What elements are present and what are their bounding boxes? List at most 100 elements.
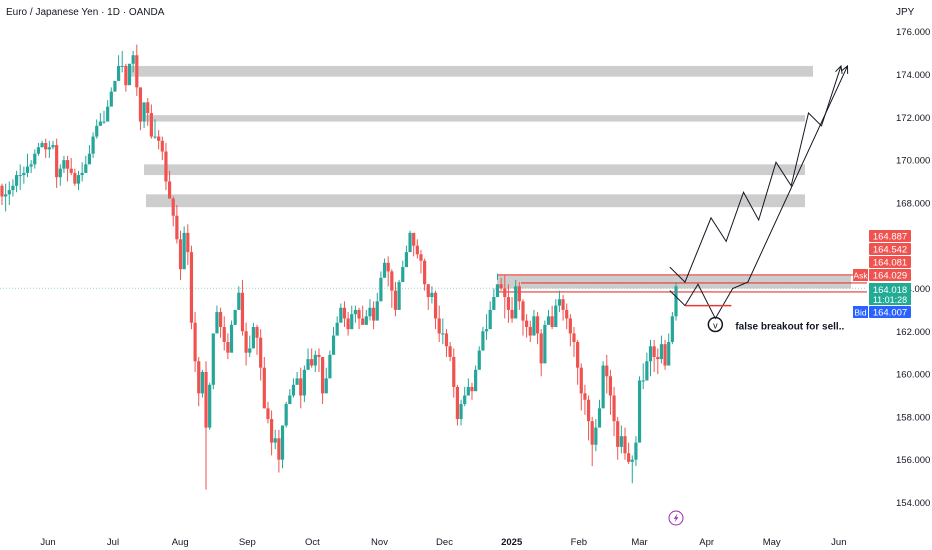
- candle-body: [4, 194, 8, 197]
- candle-body: [357, 309, 361, 319]
- candle-body: [62, 160, 66, 169]
- candle: [255, 324, 259, 355]
- candle: [506, 284, 511, 323]
- candle: [0, 183, 4, 206]
- candle: [73, 168, 77, 186]
- candle: [375, 292, 379, 321]
- candle: [120, 50, 124, 73]
- candle-body: [189, 252, 194, 323]
- candle: [335, 316, 339, 336]
- candle: [463, 386, 467, 407]
- candle: [310, 348, 314, 368]
- time-tick-label: Feb: [571, 537, 587, 548]
- candle: [430, 286, 434, 304]
- candle-body: [448, 346, 452, 357]
- candle-body: [87, 153, 92, 165]
- candle: [390, 269, 394, 308]
- candle: [627, 442, 631, 464]
- candle-body: [568, 318, 572, 334]
- candle: [543, 320, 547, 364]
- candle: [535, 312, 540, 345]
- candle: [550, 305, 554, 330]
- candlestick-series: [0, 44, 678, 490]
- candle-body: [590, 421, 594, 445]
- candle-body: [255, 327, 259, 338]
- candle: [663, 339, 667, 370]
- candle: [499, 277, 503, 291]
- candle-body: [164, 151, 168, 182]
- candle-body: [423, 260, 427, 285]
- candle: [69, 157, 73, 176]
- candle: [306, 348, 310, 370]
- candle-body: [350, 314, 354, 330]
- candle: [14, 170, 19, 193]
- candle: [579, 363, 583, 411]
- time-axis[interactable]: Jun Jul Aug Sep Oct Nov Dec 2025 Feb Mar Apr May Jun: [40, 510, 846, 548]
- time-tick-label: Oct: [305, 537, 320, 548]
- candle-body: [561, 299, 565, 310]
- ask-price-tag-bg: [869, 269, 911, 281]
- candle-body: [386, 262, 390, 272]
- candle-body: [149, 113, 153, 137]
- candle-body: [506, 297, 511, 310]
- candle-body: [361, 318, 365, 325]
- candle-body: [73, 172, 77, 184]
- candle: [667, 333, 671, 366]
- candle-body: [211, 333, 215, 385]
- candle: [364, 309, 368, 325]
- candle-body: [670, 316, 674, 342]
- candle-body: [157, 136, 161, 141]
- candle-body: [408, 232, 412, 253]
- candle: [186, 224, 190, 265]
- resistance-zone-5: [497, 275, 851, 289]
- candle-body: [630, 459, 634, 462]
- price-tick-label: 160.000: [896, 370, 930, 381]
- candle: [193, 312, 197, 372]
- time-tick-label: Nov: [371, 537, 388, 548]
- candle-body: [353, 309, 357, 315]
- level-tag-2: 164.542: [873, 244, 907, 255]
- candle: [146, 98, 150, 126]
- candle: [353, 305, 357, 323]
- candle-body: [514, 286, 518, 319]
- candle: [634, 436, 638, 467]
- candle-body: [335, 322, 339, 336]
- candle: [444, 329, 449, 357]
- candle-body: [295, 378, 299, 385]
- candle: [109, 87, 113, 107]
- candle-body: [259, 337, 263, 368]
- candle: [346, 312, 350, 336]
- candle-body: [33, 153, 37, 165]
- ask-label: Ask: [853, 271, 868, 281]
- candle: [426, 284, 430, 310]
- time-tick-label: Jun: [831, 537, 846, 548]
- candle: [291, 378, 296, 398]
- candle: [452, 348, 456, 398]
- candle-body: [251, 327, 255, 349]
- candle-body: [18, 175, 22, 177]
- candle: [197, 356, 201, 407]
- level-tag-3: 164.081: [873, 257, 907, 268]
- candle: [76, 170, 81, 191]
- candle-body: [397, 282, 401, 310]
- candle: [262, 356, 266, 409]
- candle: [317, 348, 321, 372]
- candle-body: [29, 164, 33, 167]
- candle-body: [390, 271, 394, 291]
- candle-body: [368, 307, 372, 317]
- time-tick-label: Jul: [107, 537, 119, 548]
- candle-body: [95, 125, 99, 137]
- candle-body: [433, 292, 438, 319]
- candle-body: [25, 166, 30, 173]
- candle-body: [310, 359, 314, 366]
- candle: [372, 301, 376, 330]
- candle-body: [579, 367, 583, 394]
- candle: [266, 401, 270, 424]
- candle-body: [623, 436, 627, 454]
- candle: [474, 365, 478, 392]
- candle-body: [477, 350, 481, 370]
- time-tick-label: Mar: [631, 537, 647, 548]
- candle-body: [244, 331, 248, 353]
- candle: [670, 312, 674, 345]
